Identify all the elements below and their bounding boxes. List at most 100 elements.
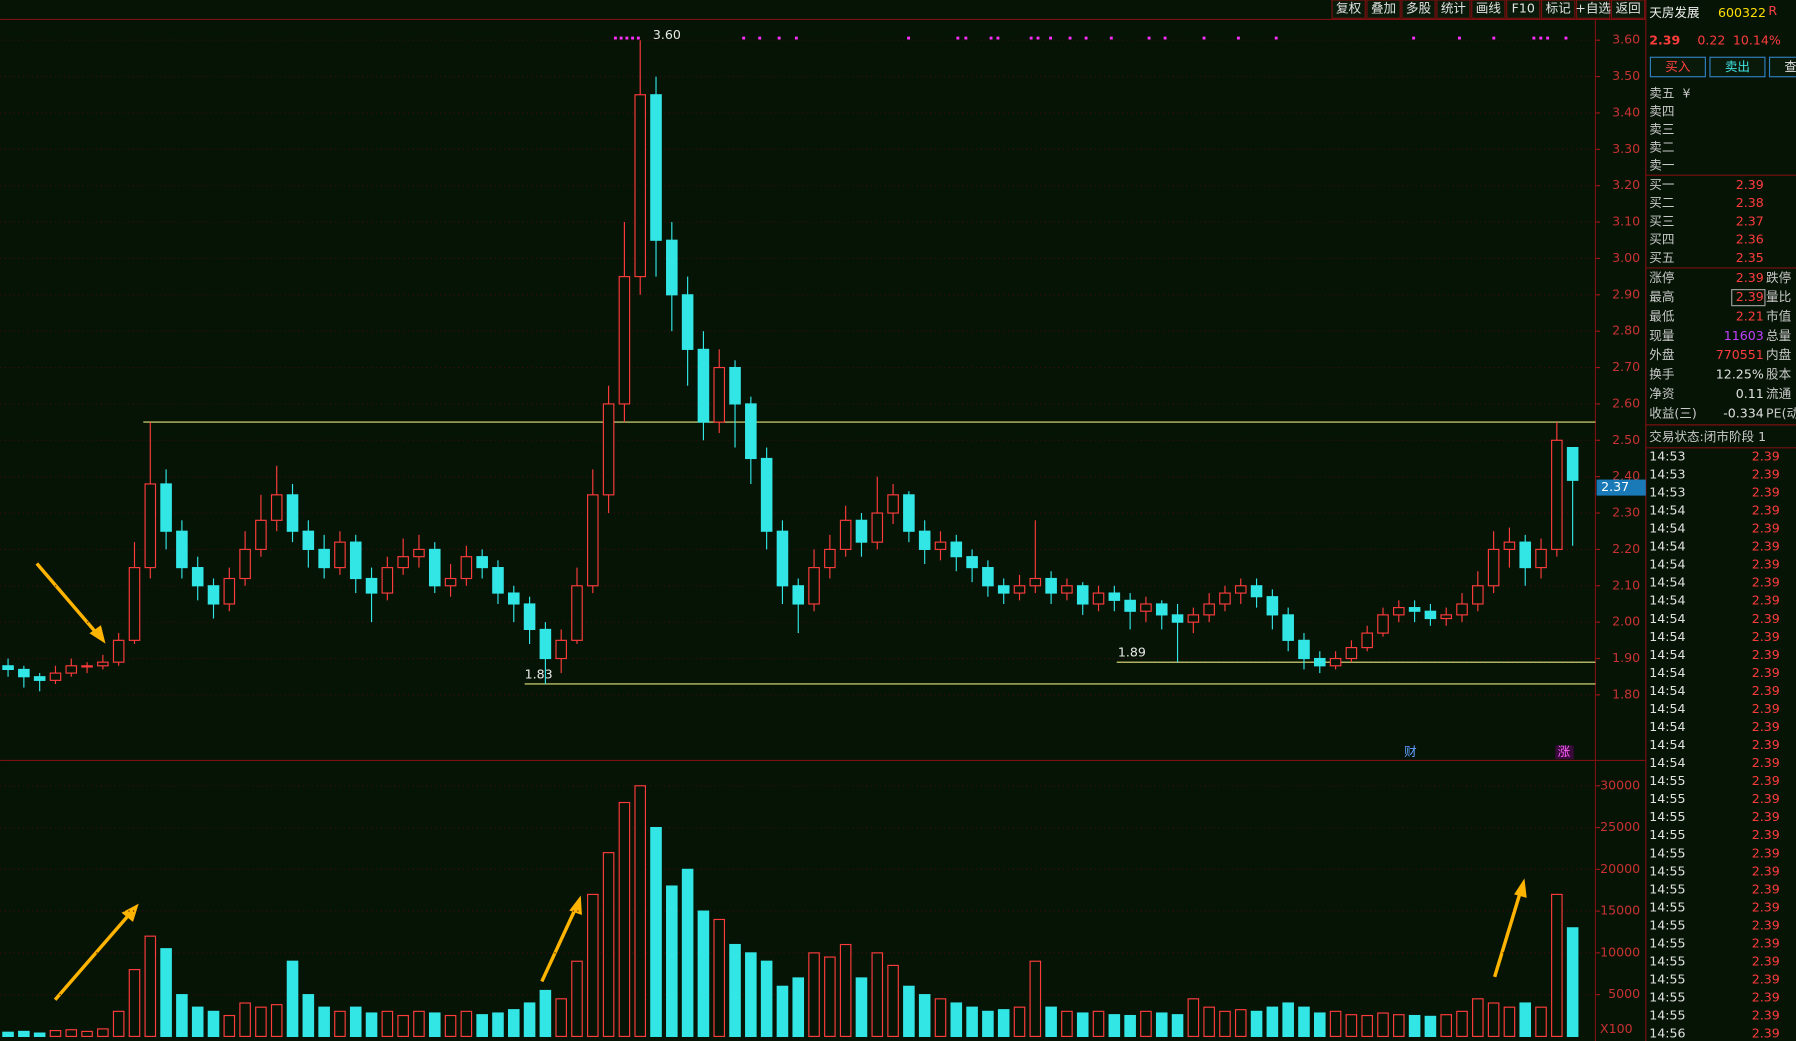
- trade-button-label[interactable]: 卖出: [1725, 59, 1750, 74]
- candle-body: [713, 366, 726, 423]
- toolbar-label[interactable]: 多股: [1406, 1, 1432, 16]
- candle-body: [1424, 610, 1437, 620]
- event-marker-bg: [1555, 745, 1574, 760]
- volume-bar: [1029, 960, 1042, 1037]
- volume-bar: [1250, 1010, 1263, 1037]
- signal-dot: [619, 36, 623, 40]
- volume-bar: [697, 910, 710, 1037]
- tick-time: 14:54: [1649, 503, 1685, 518]
- candle-body: [1013, 585, 1026, 594]
- toolbar-label[interactable]: +自选: [1575, 1, 1611, 16]
- candle-body: [1313, 657, 1326, 667]
- stat-box: [1731, 289, 1766, 307]
- toolbar-button[interactable]: [1541, 0, 1576, 19]
- stat-right: 股本: [1766, 367, 1792, 382]
- y-tick-label: 20000: [1600, 861, 1640, 876]
- volume-bar: [824, 956, 836, 1037]
- candle-body: [1266, 596, 1279, 616]
- candle-body: [112, 639, 125, 663]
- stat-label: 最低: [1649, 308, 1675, 323]
- tick-time: 14:54: [1649, 539, 1685, 554]
- y-tick-label: 15000: [1600, 903, 1640, 918]
- volume-bar: [144, 935, 157, 1037]
- signal-dot: [636, 36, 640, 40]
- candle-body: [428, 548, 441, 587]
- tick-time: 14:54: [1649, 665, 1685, 680]
- tick-time: 14:54: [1649, 629, 1685, 644]
- candle-body: [1361, 632, 1373, 649]
- tick-price: 2.39: [1752, 863, 1780, 878]
- trade-button[interactable]: [1709, 56, 1766, 78]
- toolbar-label[interactable]: 画线: [1476, 1, 1502, 16]
- volume-bar: [381, 1010, 394, 1037]
- toolbar-button[interactable]: [1366, 0, 1401, 19]
- candle-body: [634, 94, 647, 278]
- volume-bar: [760, 960, 773, 1037]
- tick-price: 2.39: [1752, 935, 1780, 950]
- ask-label: 卖二: [1649, 139, 1674, 154]
- candle-body: [776, 530, 789, 587]
- toolbar-button[interactable]: [1436, 0, 1471, 19]
- tick-time: 14:53: [1649, 485, 1685, 500]
- price: 2.39: [1649, 33, 1680, 48]
- candle-body: [666, 239, 678, 296]
- y-tick-label: 3.00: [1612, 250, 1640, 265]
- candle-body: [270, 494, 283, 521]
- candle-body: [144, 483, 157, 569]
- stat-right: 量比: [1766, 289, 1791, 304]
- stat-value: 11603: [1724, 328, 1764, 343]
- candle-body: [1061, 585, 1073, 594]
- volume-bar: [81, 1030, 93, 1037]
- candle-body: [539, 628, 552, 660]
- trade-button[interactable]: [1649, 56, 1706, 78]
- candle-body: [255, 519, 267, 550]
- tick-price: 2.39: [1752, 485, 1780, 500]
- volume-bar: [839, 943, 852, 1037]
- toolbar-button[interactable]: [1401, 0, 1436, 19]
- toolbar-button[interactable]: [1331, 0, 1366, 19]
- stock-flag: R: [1768, 3, 1777, 18]
- volume-bar: [334, 1010, 346, 1037]
- candle-body: [1503, 541, 1516, 550]
- trade-button-label[interactable]: 买入: [1665, 59, 1691, 74]
- volume-bar: [950, 1002, 963, 1037]
- tick-time: 14:55: [1649, 863, 1685, 878]
- candle-body: [555, 639, 567, 660]
- toolbar-label[interactable]: 返回: [1615, 1, 1640, 16]
- volume-bar: [934, 998, 947, 1037]
- toolbar-label[interactable]: 复权: [1336, 1, 1362, 16]
- toolbar-button[interactable]: [1506, 0, 1541, 19]
- trade-button-label[interactable]: 查询: [1784, 59, 1796, 74]
- toolbar-button[interactable]: [1471, 0, 1506, 19]
- toolbar-label[interactable]: 统计: [1441, 1, 1467, 16]
- volume-bar: [1061, 1010, 1073, 1037]
- volume-bar: [302, 994, 315, 1037]
- price-tag-bg: [1596, 479, 1646, 496]
- tick-price: 2.39: [1752, 575, 1780, 590]
- annotation: 3.60: [653, 27, 681, 42]
- y-tick-label: 2.10: [1612, 577, 1640, 592]
- tick-time: 14:54: [1649, 683, 1685, 698]
- toolbar-button[interactable]: [1575, 0, 1611, 19]
- signal-dot: [1412, 36, 1416, 40]
- volume-bar: [997, 1009, 1010, 1037]
- candle-body: [918, 530, 931, 550]
- toolbar-button[interactable]: [1610, 0, 1646, 19]
- toolbar-label[interactable]: F10: [1512, 1, 1535, 16]
- signal-dot: [1163, 36, 1167, 40]
- stat-value: 2.21: [1736, 308, 1764, 323]
- candle-body: [1250, 585, 1263, 598]
- trade-button[interactable]: [1768, 56, 1796, 78]
- volume-bar: [602, 852, 615, 1037]
- toolbar-label[interactable]: 叠加: [1371, 1, 1396, 16]
- tick-price: 2.39: [1752, 665, 1780, 680]
- candle-body: [460, 556, 473, 580]
- stat-label: 外盘: [1649, 347, 1675, 362]
- y-tick-label: 3.30: [1612, 141, 1640, 156]
- y-tick-label: 3.50: [1612, 68, 1640, 83]
- volume-bar: [1424, 1015, 1437, 1037]
- toolbar-label[interactable]: 标记: [1546, 1, 1572, 16]
- candle-body: [1377, 614, 1389, 634]
- stat-right: 流通: [1766, 386, 1792, 401]
- volume-bar: [1408, 1014, 1421, 1037]
